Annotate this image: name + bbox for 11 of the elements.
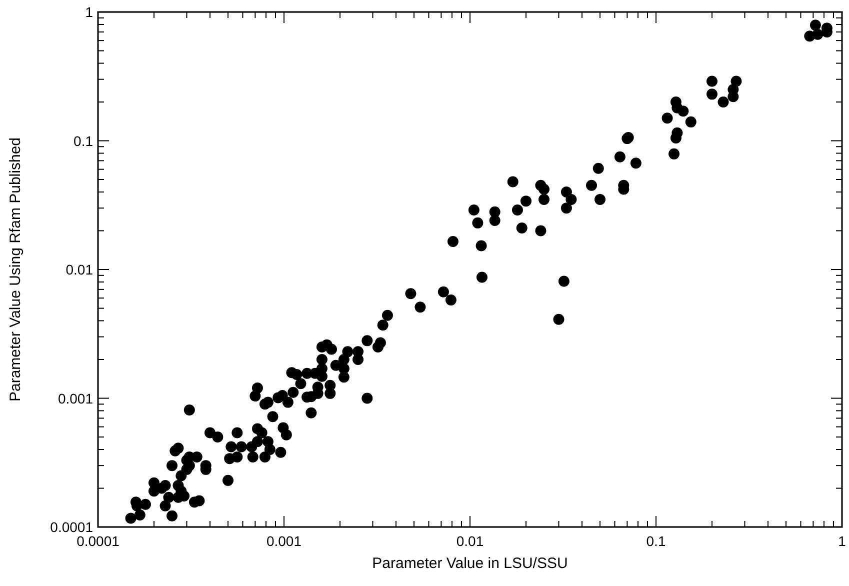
y-tick-label: 0.01 (66, 262, 94, 278)
x-tick-label: 1 (838, 533, 846, 549)
x-tick-label: 0.001 (266, 533, 302, 549)
y-axis-title: Parameter Value Using Rfam Published (7, 137, 24, 402)
x-axis-title: Parameter Value in LSU/SSU (372, 555, 568, 572)
y-tick-label: 0.001 (58, 390, 94, 406)
x-tick-label: 0.01 (456, 533, 484, 549)
x-tick-label: 0.1 (646, 533, 666, 549)
y-tick-label: 0.0001 (50, 519, 94, 535)
y-tick-label: 1 (85, 4, 94, 20)
y-tick-label: 0.1 (74, 132, 94, 149)
